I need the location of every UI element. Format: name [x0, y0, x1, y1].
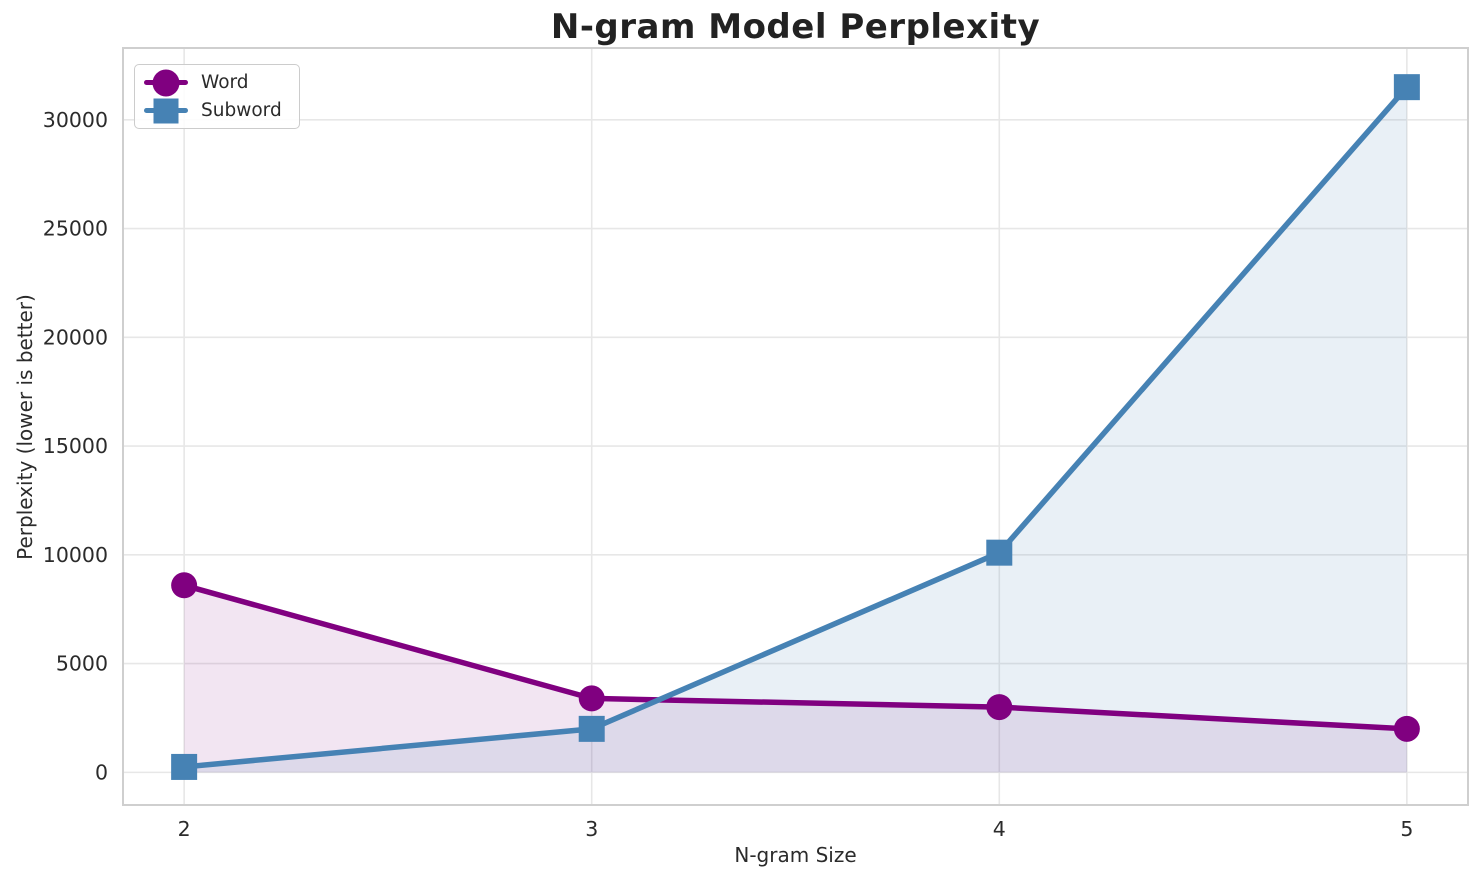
data-point-word	[171, 572, 198, 599]
series-line-subword	[181, 84, 1410, 770]
data-point-word	[1393, 715, 1420, 742]
subword-series-marker-icon	[144, 97, 188, 124]
data-point-subword	[171, 753, 198, 780]
legend-entry-word: Word	[144, 69, 289, 96]
y-tick-label: 10000	[43, 543, 108, 567]
y-tick-label: 15000	[43, 434, 108, 458]
data-point-word	[578, 685, 605, 712]
legend-label-subword: Subword	[201, 100, 282, 121]
x-axis-label: N-gram Size	[734, 843, 857, 867]
y-axis-label: Perplexity (lower is better)	[13, 294, 37, 560]
y-tick-label: 5000	[56, 652, 108, 676]
y-tick-label: 25000	[43, 217, 108, 241]
series-line-word	[181, 582, 1410, 732]
chart-title: N-gram Model Perplexity	[550, 7, 1041, 47]
x-tick-label: 3	[585, 817, 598, 841]
word-series-marker-icon	[144, 69, 188, 96]
legend-label-word: Word	[201, 72, 249, 93]
area-fill-subword	[184, 87, 1407, 773]
data-point-word	[986, 694, 1013, 721]
data-point-subword	[986, 539, 1013, 566]
area-fill-word	[184, 585, 1407, 773]
legend: Word Subword	[134, 64, 300, 129]
y-tick-label: 20000	[43, 325, 108, 349]
legend-entry-subword: Subword	[144, 97, 289, 124]
x-tick-label: 4	[993, 817, 1006, 841]
x-tick-label: 2	[178, 817, 191, 841]
y-tick-label: 30000	[43, 108, 108, 132]
data-point-subword	[578, 715, 605, 742]
y-tick-label: 0	[95, 760, 108, 784]
plot-frame	[122, 47, 1469, 806]
data-point-subword	[1393, 74, 1420, 101]
x-tick-label: 5	[1400, 817, 1413, 841]
